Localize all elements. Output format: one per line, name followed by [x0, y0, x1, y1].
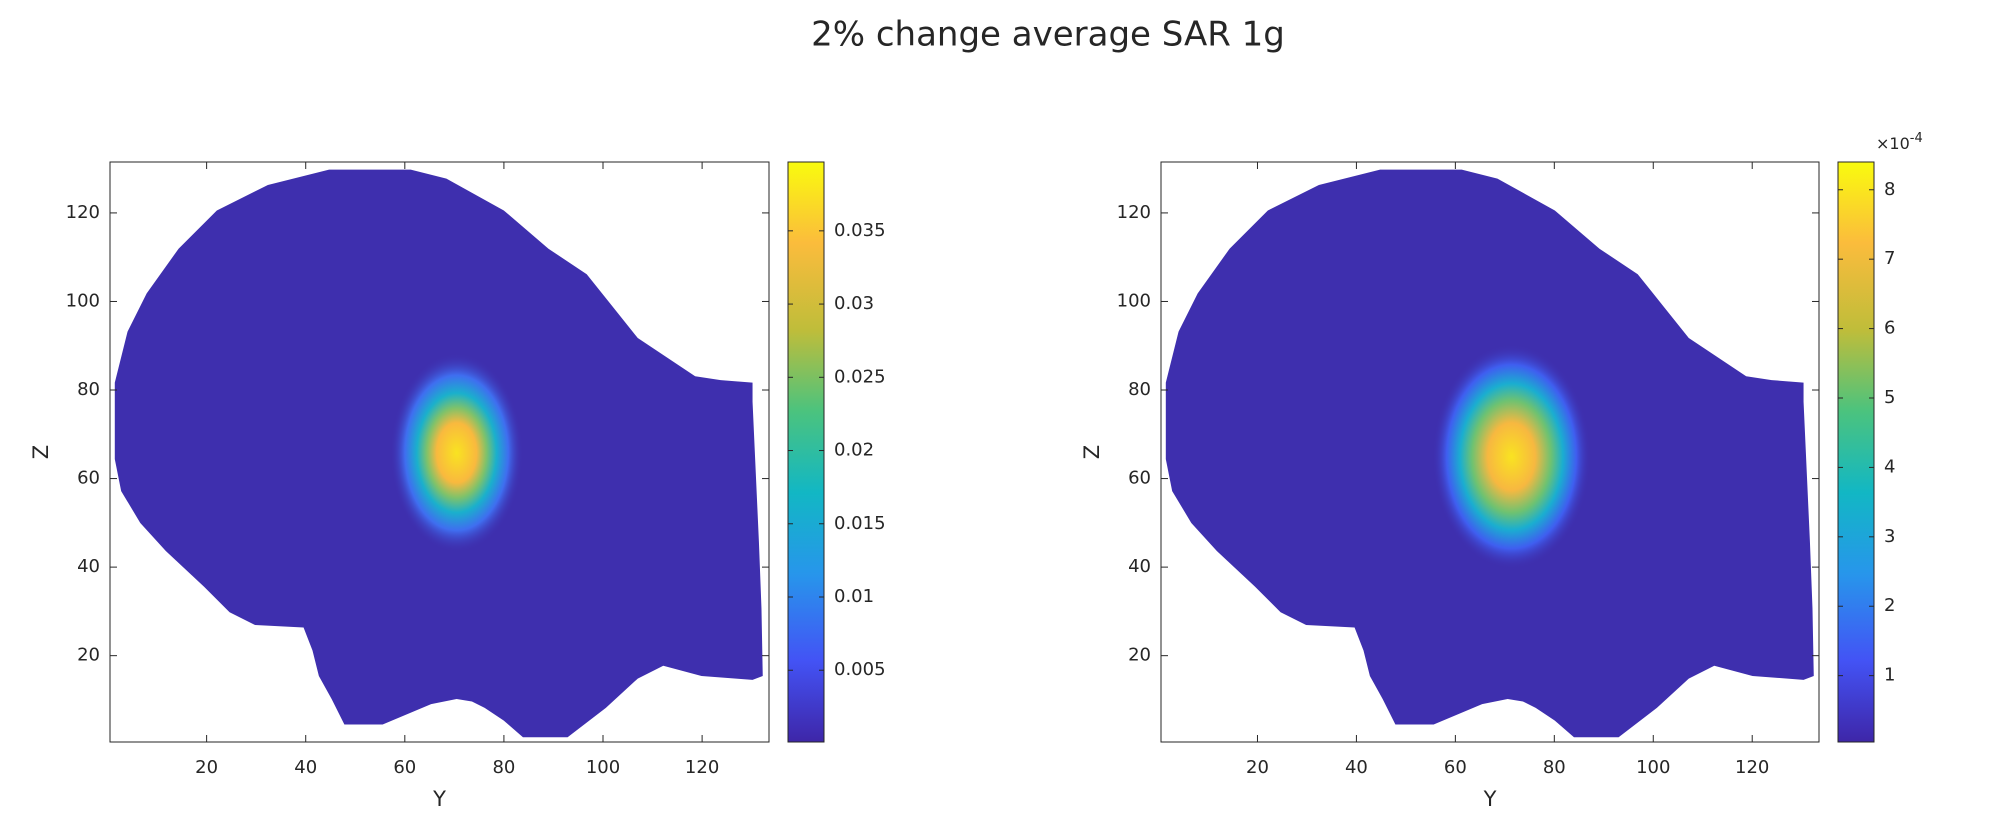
x-axis-label: Y — [432, 787, 446, 811]
colorbar-tick-label: 5 — [1884, 387, 1895, 408]
x-tick-label: 60 — [1444, 757, 1467, 778]
colorbar-multiplier: ×10-4 — [1876, 131, 1923, 153]
colorbar-tick-label: 0.025 — [834, 366, 886, 387]
colorbar-tick-label: 8 — [1884, 179, 1895, 200]
x-tick-label: 20 — [195, 757, 218, 778]
x-tick-label: 20 — [1246, 757, 1269, 778]
axes-box — [1160, 161, 1820, 743]
x-tick-label: 40 — [294, 757, 317, 778]
multiplier-exponent: -4 — [1910, 131, 1923, 146]
x-tick-label: 100 — [1636, 757, 1670, 778]
colorbar-tick-label: 0.03 — [834, 293, 874, 314]
x-tick-label: 120 — [685, 757, 719, 778]
x-tick-label: 80 — [1543, 757, 1566, 778]
axes-box — [109, 161, 770, 743]
colorbar-tick-label: 1 — [1884, 665, 1895, 686]
colorbar-tick-label: 0.02 — [834, 440, 874, 461]
x-tick-label: 100 — [586, 757, 620, 778]
colorbar-tick-label: 6 — [1884, 318, 1895, 339]
x-axis-label: Y — [1483, 787, 1497, 811]
y-tick-label: 40 — [1128, 556, 1151, 577]
x-tick-label: 80 — [492, 757, 515, 778]
colorbar-tick-label: 4 — [1884, 456, 1895, 477]
y-tick-label: 80 — [1128, 379, 1151, 400]
y-axis-label: Z — [29, 445, 53, 459]
y-tick-label: 40 — [77, 556, 100, 577]
colorbar-tick-label: 0.01 — [834, 586, 874, 607]
heatmap-image — [1165, 169, 1814, 738]
y-tick-label: 60 — [1128, 468, 1151, 489]
y-tick-label: 80 — [77, 379, 100, 400]
colorbar-tick-label: 3 — [1884, 526, 1895, 547]
multiplier-base: ×10 — [1876, 134, 1910, 153]
x-tick-label: 120 — [1735, 757, 1769, 778]
y-tick-label: 60 — [77, 468, 100, 489]
y-tick-label: 120 — [1117, 202, 1151, 223]
heatmap-image — [114, 169, 763, 738]
colorbar — [1837, 161, 1875, 743]
colorbar-tick-label: 0.015 — [834, 513, 886, 534]
x-tick-label: 60 — [393, 757, 416, 778]
colorbar-tick-label: 2 — [1884, 595, 1895, 616]
y-tick-label: 20 — [77, 645, 100, 666]
colorbar-tick-label: 0.035 — [834, 220, 886, 241]
y-tick-label: 20 — [1128, 645, 1151, 666]
y-tick-label: 100 — [66, 290, 100, 311]
colorbar — [787, 161, 825, 743]
figure-title: 2% change average SAR 1g — [811, 15, 1285, 55]
x-tick-label: 40 — [1345, 757, 1368, 778]
colorbar-tick-label: 0.005 — [834, 659, 886, 680]
y-axis-label: Z — [1080, 445, 1104, 459]
y-tick-label: 120 — [66, 202, 100, 223]
y-tick-label: 100 — [1117, 290, 1151, 311]
colorbar-tick-label: 7 — [1884, 248, 1895, 269]
